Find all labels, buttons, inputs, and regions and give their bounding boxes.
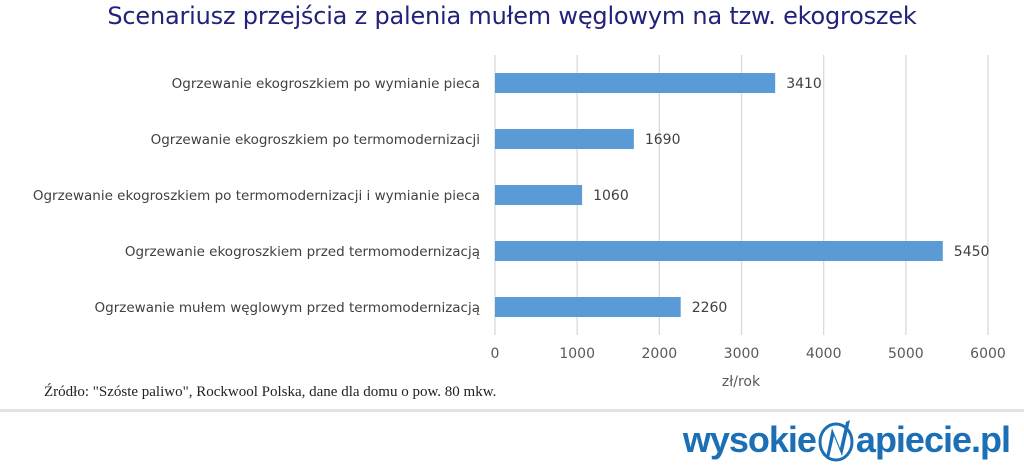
source-note: Źródło: "Szóste paliwo", Rockwool Polska… [44,384,497,400]
category-label: Ogrzewanie mułem węglowym przed termomod… [95,300,480,316]
bar [495,185,583,205]
logo-text-left: wysokie [682,419,817,460]
x-tick-label: 5000 [888,346,924,362]
bar [495,241,943,261]
chart-title: Scenariusz przejścia z palenia mułem węg… [107,2,917,30]
bar-chart: 3410 1690 1060 5450 2260 Ogrzewanie ekogrosz… [33,55,1006,390]
category-label: Ogrzewanie ekogroszkiem przed termomoder… [125,244,480,260]
x-axis-label: zł/rok [722,374,761,390]
x-tick-label: 3000 [724,346,760,362]
x-tick-label: 6000 [970,346,1006,362]
data-label: 1060 [593,188,629,204]
lightning-n-logo-icon [818,420,854,462]
x-tick-label: 1000 [559,346,595,362]
category-label: Ogrzewanie ekogroszkiem po wymianie piec… [172,76,480,92]
data-label: 1690 [645,132,681,148]
data-label: 5450 [954,244,990,260]
x-tick-label: 4000 [806,346,842,362]
category-label: Ogrzewanie ekogroszkiem po termomoderniz… [151,132,480,148]
data-label: 2260 [692,300,728,316]
category-label: Ogrzewanie ekogroszkiem po termomoderniz… [33,188,480,204]
separator [0,409,1024,412]
x-tick-label: 0 [491,346,500,362]
logo[interactable]: wysokie apiecie.pl [682,418,1011,462]
logo-text-right: apiecie.pl [855,419,1011,460]
bar [495,297,681,317]
data-label: 3410 [786,76,822,92]
bar [495,73,776,93]
x-tick-label: 2000 [642,346,678,362]
bar [495,129,634,149]
